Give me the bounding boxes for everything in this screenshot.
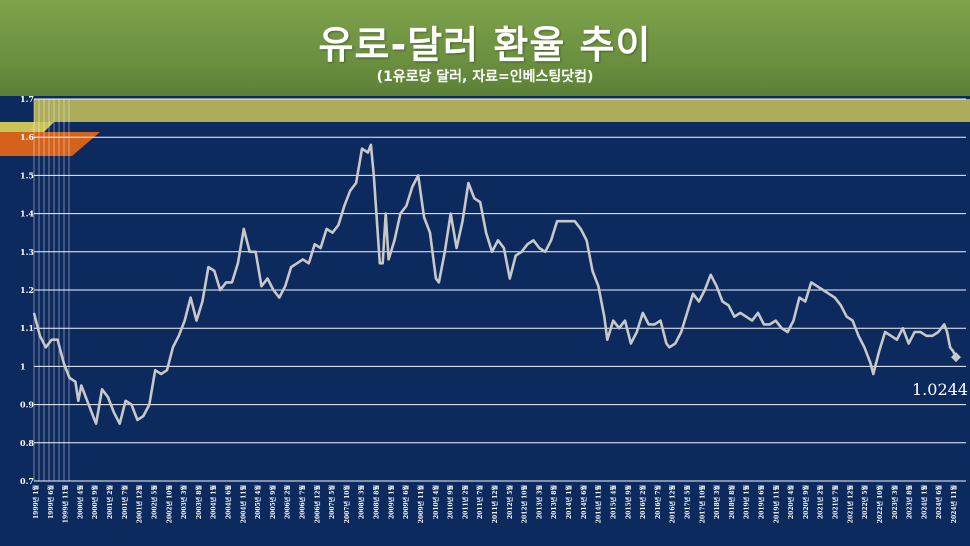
x-tick-label: 2014년 6월 bbox=[580, 485, 588, 519]
x-tick-label: 2016년 2월 bbox=[639, 485, 647, 519]
y-tick-label: 1 bbox=[20, 361, 26, 371]
x-tick-label: 2014년 1월 bbox=[565, 485, 573, 519]
y-tick-label: 1.1 bbox=[20, 323, 34, 333]
last-value-label: 1.0244 bbox=[912, 380, 968, 399]
y-tick-label: 1.3 bbox=[20, 247, 34, 257]
x-tick-label: 1999년 1월 bbox=[32, 485, 40, 519]
x-tick-label: 2002년 10월 bbox=[165, 485, 173, 524]
x-tick-label: 2012년 10월 bbox=[521, 485, 529, 524]
x-tick-label: 2002년 5월 bbox=[150, 485, 158, 519]
x-tick-label: 2004년 11월 bbox=[239, 485, 247, 524]
x-tick-label: 2021년 12월 bbox=[846, 485, 854, 524]
x-tick-label: 2017년 10월 bbox=[698, 485, 706, 524]
y-tick-label: 1.7 bbox=[20, 94, 34, 104]
x-tick-label: 1999년 6월 bbox=[47, 485, 55, 519]
x-tick-label: 2006년 7월 bbox=[299, 485, 307, 519]
y-axis-labels: 0.7 0.8 0.9 1 1.1 1.2 1.3 1.4 1.5 1.6 1.7 bbox=[20, 94, 34, 486]
x-tick-label: 2011년 12월 bbox=[491, 485, 499, 524]
x-tick-label: 2010년 4월 bbox=[432, 485, 440, 519]
x-tick-label: 2023년 8월 bbox=[906, 485, 914, 519]
x-tick-label: 2019년 11월 bbox=[772, 485, 780, 524]
x-tick-label: 2016년 12월 bbox=[669, 485, 677, 524]
x-tick-label: 2010년 9월 bbox=[447, 485, 455, 519]
x-tick-label: 2013년 8월 bbox=[550, 485, 558, 519]
x-tick-label: 2011년 7월 bbox=[476, 485, 484, 519]
x-tick-label: 2009년 1월 bbox=[387, 485, 395, 519]
last-point-marker bbox=[951, 352, 961, 363]
x-tick-label: 2003년 8월 bbox=[195, 485, 203, 519]
x-tick-label: 2019년 1월 bbox=[743, 485, 751, 519]
chart-subtitle: (1유로당 달러, 자료=인베스팅닷컴) bbox=[376, 69, 594, 85]
grid-lines bbox=[33, 98, 966, 482]
x-tick-label: 2006년 12월 bbox=[313, 485, 321, 524]
x-tick-label: 2008년 8월 bbox=[373, 485, 381, 519]
x-tick-label: 2016년 7월 bbox=[654, 485, 662, 519]
decorative-accents bbox=[0, 99, 970, 156]
x-tick-label: 2017년 5월 bbox=[683, 485, 691, 519]
x-tick-label: 2024년 1월 bbox=[920, 485, 928, 519]
x-tick-label: 2009년 11월 bbox=[417, 485, 425, 524]
series-group bbox=[32, 143, 961, 425]
y-tick-label: 0.8 bbox=[20, 438, 34, 448]
chart-title: 유로-달러 환율 추이 bbox=[318, 23, 652, 67]
orange-corner bbox=[0, 132, 100, 156]
x-tick-label: 1999년 11월 bbox=[62, 485, 70, 524]
x-tick-label: 2021년 7월 bbox=[832, 485, 840, 519]
x-tick-label: 2011년 2월 bbox=[461, 485, 469, 519]
y-tick-label: 0.9 bbox=[20, 400, 34, 410]
x-tick-label: 2018년 8월 bbox=[728, 485, 736, 519]
series-line bbox=[32, 143, 958, 425]
x-tick-label: 2015년 4월 bbox=[609, 485, 617, 519]
x-tick-label: 2024년 11월 bbox=[950, 485, 958, 524]
x-tick-label: 2018년 3월 bbox=[713, 485, 721, 519]
x-tick-label: 2007년 10월 bbox=[343, 485, 351, 524]
x-tick-label: 2000년 9월 bbox=[91, 485, 99, 519]
x-axis-labels: 1999년 1월 1999년 6월 1999년 11월 2000년 4월 2000년 9… bbox=[32, 485, 958, 524]
y-tick-label: 1.6 bbox=[20, 132, 34, 142]
y-tick-label: 0.7 bbox=[20, 476, 34, 486]
x-tick-label: 2013년 3월 bbox=[535, 485, 543, 519]
x-tick-label: 2006년 2월 bbox=[284, 485, 292, 519]
x-tick-label: 2009년 6월 bbox=[402, 485, 410, 519]
x-tick-label: 2023년 3월 bbox=[891, 485, 899, 519]
x-tick-label: 2005년 4월 bbox=[254, 485, 262, 519]
x-tick-label: 2020년 9월 bbox=[802, 485, 810, 519]
olive-band bbox=[34, 99, 970, 122]
title-banner bbox=[0, 0, 970, 96]
x-tick-label: 2021년 2월 bbox=[817, 485, 825, 519]
x-tick-label: 2003년 3월 bbox=[180, 485, 188, 519]
x-tick-label: 2019년 6월 bbox=[758, 485, 766, 519]
x-tick-label: 2005년 9월 bbox=[269, 485, 277, 519]
x-tick-label: 2001년 7월 bbox=[121, 485, 129, 519]
x-tick-label: 2024년 6월 bbox=[935, 485, 943, 519]
x-tick-label: 2007년 5월 bbox=[328, 485, 336, 519]
x-tick-label: 2004년 1월 bbox=[210, 485, 218, 519]
x-tick-label: 2022년 10월 bbox=[876, 485, 884, 524]
x-tick-label: 2012년 5월 bbox=[506, 485, 514, 519]
y-tick-label: 1.2 bbox=[20, 285, 34, 295]
x-tick-label: 2001년 2월 bbox=[106, 485, 114, 519]
x-tick-label: 2004년 6월 bbox=[224, 485, 232, 519]
x-tick-label: 2000년 4월 bbox=[76, 485, 84, 519]
x-tick-label: 2008년 3월 bbox=[358, 485, 366, 519]
x-tick-label: 2014년 11월 bbox=[595, 485, 603, 524]
y-tick-label: 1.5 bbox=[20, 170, 34, 180]
y-tick-label: 1.4 bbox=[20, 209, 34, 219]
x-tick-label: 2022년 5월 bbox=[861, 485, 869, 519]
x-tick-label: 2001년 12월 bbox=[136, 485, 144, 524]
x-tick-label: 2020년 4월 bbox=[787, 485, 795, 519]
x-tick-label: 2015년 9월 bbox=[624, 485, 632, 519]
